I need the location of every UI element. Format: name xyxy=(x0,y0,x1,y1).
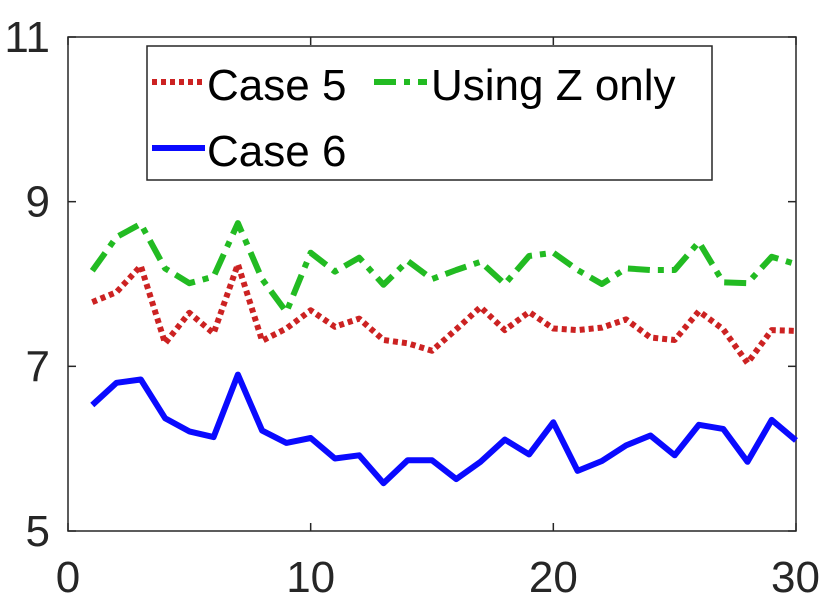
legend-label-2: Using Z only xyxy=(431,61,676,110)
y-tick-label: 7 xyxy=(26,342,50,391)
x-tick-label: 0 xyxy=(56,553,80,597)
x-tick-label: 20 xyxy=(529,553,578,597)
legend-label-3: Case 6 xyxy=(207,127,346,176)
series-line-2 xyxy=(89,220,797,315)
series-line-1 xyxy=(91,261,797,366)
series-line-3 xyxy=(90,371,798,487)
x-tick-label: 30 xyxy=(771,553,820,597)
legend: Case 5 Using Z only Case 6 xyxy=(146,45,713,181)
series-lines xyxy=(89,220,798,487)
legend-box xyxy=(146,45,713,181)
axes: 0 10 20 30 5 7 9 11 xyxy=(4,13,820,597)
y-tick-label: 5 xyxy=(26,507,50,556)
legend-label-1: Case 5 xyxy=(207,61,346,110)
y-tick-label: 11 xyxy=(4,13,50,62)
y-tick-label: 9 xyxy=(26,178,50,227)
x-tick-label: 10 xyxy=(286,553,335,597)
